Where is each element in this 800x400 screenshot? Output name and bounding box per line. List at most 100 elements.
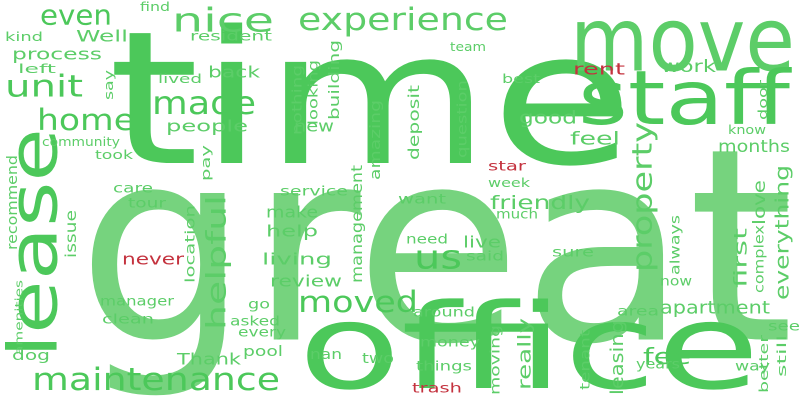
word-service: service (280, 185, 348, 200)
word-really: really (515, 317, 536, 390)
word-things: things (416, 360, 472, 375)
word-even: even (40, 0, 112, 32)
word-good: good (519, 108, 577, 129)
word-left: left (18, 62, 57, 76)
word-took: took (95, 148, 133, 162)
word-area: area (617, 305, 659, 320)
word-every: every (238, 326, 286, 341)
word-go: go (248, 298, 270, 313)
word-great: great (77, 92, 794, 400)
word-around: around (413, 306, 475, 321)
word-deposit: deposit (405, 85, 423, 160)
word-us: us (414, 238, 462, 277)
word-unit: unit (5, 70, 83, 105)
word-help: help (266, 222, 318, 241)
word-trash: trash (412, 382, 462, 397)
word-amenities: amenities (13, 280, 26, 355)
word-week: week (488, 176, 530, 190)
word-recommend: recommend (5, 155, 21, 250)
word-nothing: nothing (291, 65, 306, 135)
word-love: love (750, 180, 770, 225)
word-find: find (140, 0, 170, 14)
word-kind: kind (5, 30, 43, 44)
word-everything: everything (772, 165, 794, 300)
word-leasing: leasing (607, 320, 628, 395)
word-now: now (660, 275, 692, 290)
word-months: months (718, 137, 790, 157)
word-manager: manager (100, 295, 175, 310)
word-community: community (42, 135, 120, 149)
word-nice: nice (172, 1, 274, 40)
word-best: best (502, 72, 540, 86)
word-rent: rent (573, 60, 625, 79)
word-said: said (466, 250, 504, 265)
word-issue: issue (62, 210, 80, 258)
word-pay: pay (199, 145, 213, 181)
word-people: people (166, 117, 248, 136)
word-asked: asked (230, 315, 280, 330)
word-review: review (270, 272, 342, 291)
word-want: want (398, 193, 446, 208)
word-make: make (266, 203, 318, 222)
word-clean: clean (102, 313, 154, 328)
word-friendly: friendly (490, 192, 590, 214)
word-better: better (757, 335, 771, 393)
word-helpful: helpful (202, 195, 233, 330)
word-team: team (450, 40, 486, 54)
word-feel: feel (570, 129, 620, 150)
word-still: still (775, 335, 789, 377)
word-nan: nan (310, 347, 342, 363)
word-question: question (456, 80, 471, 158)
word-lease: lease (0, 128, 74, 358)
word-dog: dog (12, 348, 50, 364)
word-maintenance: maintenance (32, 362, 280, 398)
word-never: never (122, 250, 185, 269)
word-process: process (12, 45, 102, 64)
word-building: building (327, 40, 343, 120)
word-two: two (362, 351, 394, 367)
word-tour: tour (128, 197, 167, 212)
word-well: Well (76, 27, 128, 46)
word-years: years (636, 358, 680, 373)
word-management: management (348, 165, 366, 283)
word-much: much (496, 208, 538, 223)
word-experience: experience (298, 2, 508, 38)
word-say: say (102, 70, 116, 100)
word-way: way (735, 360, 770, 375)
word-amazing: amazing (368, 100, 384, 180)
word-resident: resident (190, 30, 272, 45)
word-moved: moved (298, 285, 418, 319)
word-know: know (728, 123, 766, 137)
word-star: star (488, 160, 527, 175)
word-money: money (420, 336, 480, 351)
word-office: office (298, 278, 760, 400)
word-always: always (669, 215, 684, 275)
word-move: move (570, 0, 795, 92)
word-first: first (731, 228, 752, 288)
word-lived: lived (158, 72, 202, 86)
word-see: see (768, 320, 800, 335)
word-location: location (184, 205, 199, 283)
word-work: work (661, 57, 716, 77)
word-new: new (294, 117, 334, 136)
word-tenant: tenant (579, 330, 594, 390)
word-time: time (108, 0, 634, 207)
word-moving: moving (489, 325, 504, 395)
word-complex: complex (753, 225, 768, 293)
word-fee: fee (643, 345, 691, 370)
word-property: property (626, 122, 659, 272)
word-thank: Thank (176, 350, 242, 369)
word-apartment: apartment (660, 298, 770, 319)
word-home: home (37, 103, 135, 137)
word-need: need (406, 233, 448, 248)
word-looking: looking (307, 60, 322, 125)
word-back: back (208, 63, 261, 82)
word-made: made (152, 84, 256, 122)
word-staff: staff (578, 54, 793, 142)
word-door: door (756, 80, 770, 120)
word-care: care (113, 182, 153, 197)
word-live: live (463, 233, 501, 252)
word-sure: sure (552, 246, 594, 261)
